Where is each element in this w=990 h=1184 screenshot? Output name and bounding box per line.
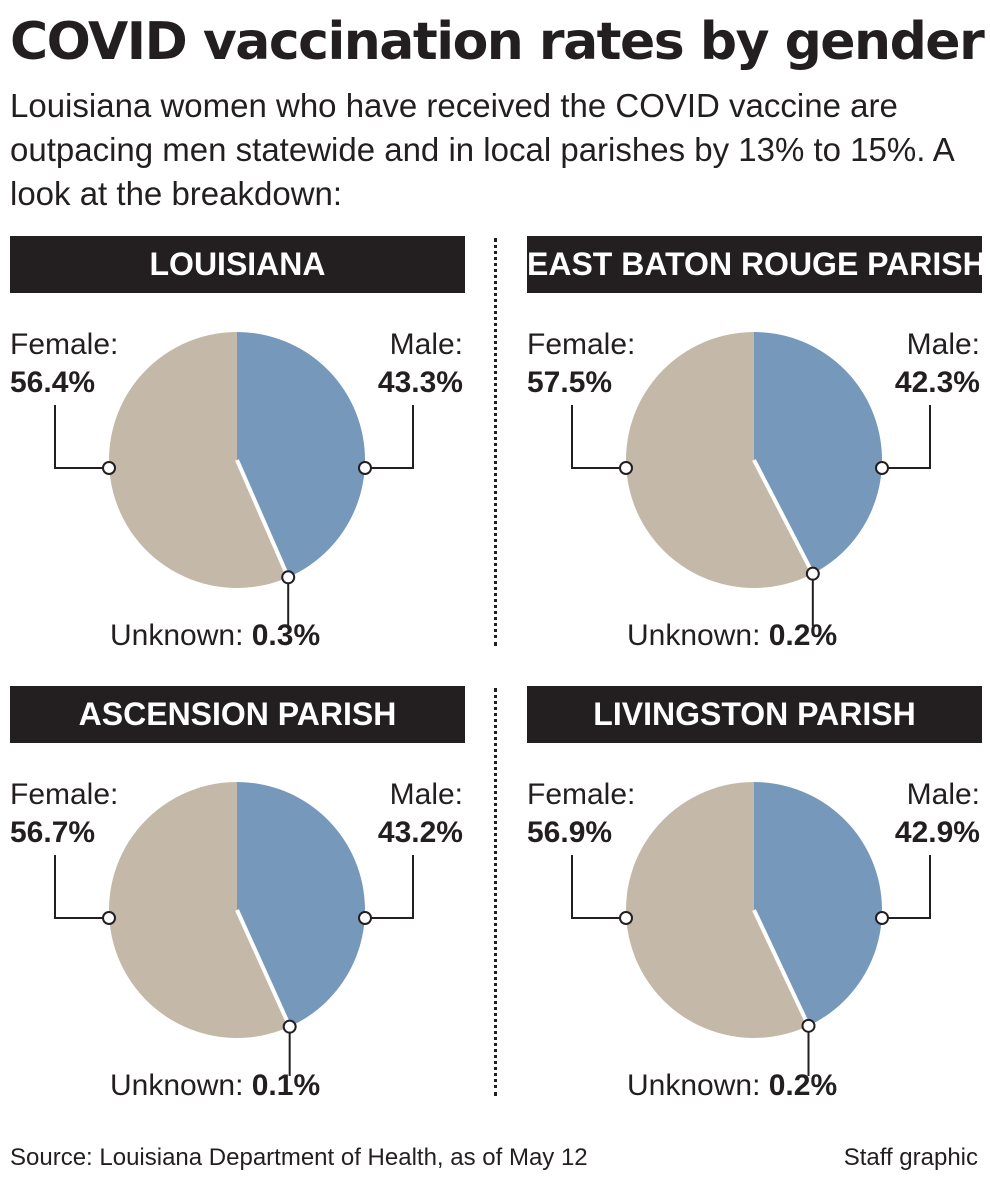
chart-subtitle: Louisiana women who have received the CO… xyxy=(10,87,953,212)
unknown-leader-dot xyxy=(282,1019,297,1034)
unknown-label-text: Unknown: xyxy=(627,619,761,652)
female-leader-line xyxy=(54,405,109,469)
female-label-text: Female: xyxy=(10,328,119,361)
male-value: 42.9% xyxy=(894,816,980,849)
female-leader-dot xyxy=(102,911,116,925)
male-leader-line xyxy=(365,855,414,919)
unknown-value: 0.3% xyxy=(251,619,321,652)
panel-header: EAST BATON ROUGE PARISH xyxy=(527,236,986,293)
male-slice xyxy=(237,332,365,577)
female-leader-line xyxy=(571,855,626,919)
unknown-slice xyxy=(235,459,291,579)
female-value: 56.9% xyxy=(527,816,613,849)
male-value: 43.2% xyxy=(377,816,463,849)
male-slice xyxy=(754,332,883,574)
unknown-value: 0.2% xyxy=(768,1069,838,1102)
column-divider xyxy=(494,688,497,1096)
female-slice xyxy=(626,782,808,1038)
male-value: 43.3% xyxy=(377,366,463,399)
unknown-label: Unknown: 0.2% xyxy=(627,1067,837,1105)
pie-chart xyxy=(571,332,931,626)
female-label: Female: 56.4% xyxy=(10,326,118,402)
source-note: Source: Louisiana Department of Health, … xyxy=(10,1144,588,1171)
pie-chart xyxy=(54,332,414,626)
unknown-leader-dot xyxy=(281,570,296,585)
male-leader-dot xyxy=(875,911,889,925)
pie-chart xyxy=(571,782,931,1076)
unknown-value: 0.2% xyxy=(768,619,838,652)
female-slice xyxy=(109,332,288,588)
female-label: Female: 57.5% xyxy=(527,326,635,402)
female-slice xyxy=(626,332,813,588)
male-leader-line xyxy=(365,405,414,469)
unknown-label-text: Unknown: xyxy=(110,1069,244,1102)
unknown-value: 0.1% xyxy=(251,1069,321,1102)
female-label-text: Female: xyxy=(10,778,119,811)
unknown-label: Unknown: 0.2% xyxy=(627,617,837,655)
male-value: 42.3% xyxy=(894,366,980,399)
male-label-text: Male: xyxy=(906,778,980,811)
panel-header: LOUISIANA xyxy=(10,236,465,293)
female-value: 56.4% xyxy=(10,366,96,399)
female-leader-dot xyxy=(619,911,633,925)
male-leader-line xyxy=(882,855,931,919)
female-label: Female: 56.9% xyxy=(527,776,635,852)
female-label-text: Female: xyxy=(527,328,636,361)
male-leader-dot xyxy=(358,461,372,475)
unknown-leader-dot xyxy=(805,566,820,581)
male-leader-dot xyxy=(875,461,889,475)
female-value: 56.7% xyxy=(10,816,96,849)
pie-panel-livingston: LIVINGSTON PARISH Female: 56.9% Male: 42… xyxy=(527,686,982,1116)
female-value: 57.5% xyxy=(527,366,613,399)
unknown-slice xyxy=(752,459,815,575)
panel-header: ASCENSION PARISH xyxy=(10,686,465,743)
female-leader-dot xyxy=(619,461,633,475)
pie-panel-louisiana: LOUISIANA Female: 56.4% Male: 43.3% Unkn… xyxy=(10,236,465,666)
unknown-label-text: Unknown: xyxy=(110,619,244,652)
pie-panel-east-baton-rouge: EAST BATON ROUGE PARISH Female: 57.5% Ma… xyxy=(527,236,986,666)
credit-note: Staff graphic xyxy=(843,1144,978,1171)
chart-title: COVID vaccination rates by gender xyxy=(10,12,985,72)
female-label-text: Female: xyxy=(527,778,636,811)
unknown-slice xyxy=(235,909,292,1028)
column-divider xyxy=(494,238,497,646)
pie-panel-ascension: ASCENSION PARISH Female: 56.7% Male: 43.… xyxy=(10,686,465,1116)
female-leader-line xyxy=(571,405,626,469)
panel-header: LIVINGSTON PARISH xyxy=(527,686,982,743)
pie-chart xyxy=(54,782,414,1076)
unknown-label: Unknown: 0.1% xyxy=(110,1067,320,1105)
unknown-slice xyxy=(752,909,811,1027)
male-label: Male: 43.2% xyxy=(378,776,463,852)
male-slice xyxy=(237,782,365,1027)
male-label: Male: 43.3% xyxy=(378,326,463,402)
male-label-text: Male: xyxy=(389,328,463,361)
male-slice xyxy=(754,782,882,1026)
male-label: Male: 42.3% xyxy=(895,326,980,402)
female-leader-dot xyxy=(102,461,116,475)
unknown-leader-dot xyxy=(801,1018,816,1033)
male-leader-line xyxy=(882,405,931,469)
male-leader-dot xyxy=(358,911,372,925)
unknown-label: Unknown: 0.3% xyxy=(110,617,320,655)
male-label-text: Male: xyxy=(906,328,980,361)
male-label-text: Male: xyxy=(389,778,463,811)
male-label: Male: 42.9% xyxy=(895,776,980,852)
unknown-label-text: Unknown: xyxy=(627,1069,761,1102)
female-label: Female: 56.7% xyxy=(10,776,118,852)
female-leader-line xyxy=(54,855,109,919)
female-slice xyxy=(108,782,290,1038)
